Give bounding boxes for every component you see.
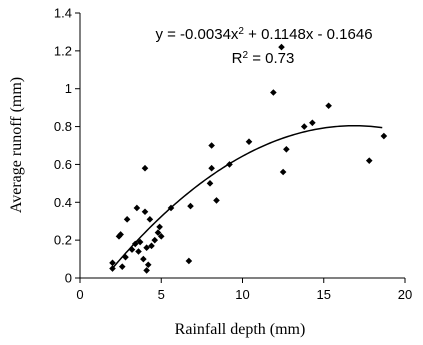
r-squared-exponent: 2 [242, 50, 248, 61]
x-tick-label: 15 [317, 287, 331, 302]
y-tick-label: 0.4 [54, 195, 72, 210]
y-tick-label: 0.8 [54, 119, 72, 134]
data-point [118, 263, 126, 270]
x-tick-label: 20 [398, 287, 412, 302]
y-tick-label: 0 [65, 271, 72, 286]
data-point [270, 89, 277, 96]
data-point [123, 216, 131, 223]
data-point [143, 267, 150, 274]
data-point [154, 229, 162, 236]
equation-suffix: + 0.1148x - 0.1646 [244, 26, 373, 43]
r-squared-suffix: = 0.73 [248, 50, 294, 67]
data-point [283, 145, 290, 153]
data-point [325, 102, 332, 110]
data-point [208, 164, 215, 172]
data-point [140, 255, 147, 263]
data-point [213, 197, 220, 204]
data-point [109, 259, 116, 267]
x-axis-title: Rainfall depth (mm) [175, 321, 306, 338]
data-point [109, 265, 116, 272]
y-tick-label: 1.4 [54, 6, 72, 21]
data-point [156, 223, 163, 231]
data-point [365, 157, 373, 164]
r-squared-label: R2 = 0.73 [232, 50, 295, 68]
data-point [226, 161, 233, 168]
y-tick-label: 1.2 [54, 43, 72, 58]
data-point [245, 138, 253, 146]
data-point [128, 246, 136, 253]
trendline-equation: y = -0.0034x2 + 0.1148x - 0.1646 [155, 26, 372, 44]
data-point [380, 132, 388, 140]
data-point [117, 231, 124, 238]
equation-exponent: 2 [238, 26, 244, 37]
data-point [208, 142, 215, 149]
y-axis-title: Average runoff (mm) [8, 77, 25, 213]
data-points [109, 43, 388, 274]
y-tick-label: 0.2 [54, 233, 72, 248]
x-tick-label: 0 [76, 287, 83, 302]
trendline-curve [111, 124, 383, 269]
data-point [278, 43, 285, 51]
y-tick-label: 1 [65, 81, 72, 96]
data-point [151, 236, 159, 244]
equation-prefix: y = -0.0034x [155, 26, 238, 43]
data-point [157, 233, 165, 240]
x-tick-label: 5 [158, 287, 165, 302]
data-point [206, 180, 214, 187]
data-point [135, 248, 142, 255]
data-point [133, 204, 141, 212]
data-point [167, 204, 175, 212]
data-point [131, 240, 139, 248]
data-point [148, 242, 155, 250]
x-tick-label: 10 [235, 287, 249, 302]
data-point [141, 164, 149, 172]
data-point [146, 216, 154, 223]
x-tick-labels: 0 5 10 15 20 [76, 287, 412, 302]
data-point [143, 244, 150, 252]
data-point [136, 238, 144, 246]
y-tick-labels: 0 0.2 0.4 0.6 0.8 1 1.2 1.4 [54, 6, 72, 286]
data-point [309, 119, 316, 127]
data-point [185, 257, 193, 265]
ticks-layer [75, 12, 406, 283]
data-point [300, 123, 308, 130]
data-point [279, 168, 287, 176]
y-tick-label: 0.6 [54, 157, 72, 172]
data-point [122, 253, 129, 261]
data-point [141, 208, 149, 216]
data-point [187, 202, 194, 210]
r-squared-prefix: R [232, 50, 243, 67]
data-point [144, 261, 152, 269]
